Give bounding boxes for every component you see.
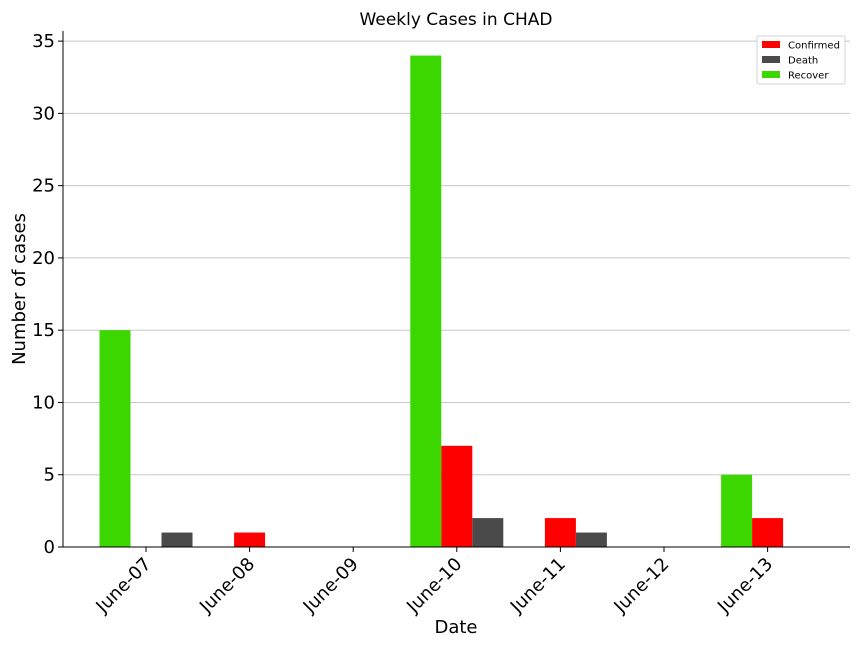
bar-confirmed-june-13 [752,518,784,547]
x-tick-label: June-13 [713,554,777,618]
bar-death-june-11 [575,532,607,547]
bar-recover-june-07 [99,330,131,547]
y-tick-label: 20 [32,248,55,269]
bar-recover-june-10 [410,55,442,547]
bar-confirmed-june-08 [234,532,266,547]
bar-death-june-10 [472,518,504,547]
x-tick-label: June-10 [402,554,466,618]
legend-swatch-death [762,56,780,63]
y-tick-label: 35 [32,31,55,52]
bars-group [99,55,784,547]
legend-swatch-confirmed [762,41,780,48]
legend-label-recover: Recover [788,71,829,82]
x-tick-label: June-08 [195,554,259,618]
legend-label-confirmed: Confirmed [788,41,840,52]
gridlines [63,40,850,476]
legend-label-death: Death [788,56,818,67]
y-ticks: 0 5 10 15 20 25 30 35 [32,31,63,558]
y-tick-label: 10 [32,392,55,413]
bar-death-june-07 [161,532,193,547]
legend: Confirmed Death Recover [756,35,846,85]
bar-recover-june-13 [721,474,753,547]
x-axis-label: Date [434,617,477,638]
x-ticks: June-07 June-08 June-09 June-10 June-11 June-… [91,547,777,618]
y-tick-label: 5 [44,465,55,486]
x-tick-label: June-07 [91,554,155,618]
y-tick-label: 25 [32,176,55,197]
legend-swatch-recover [762,71,780,78]
y-tick-label: 30 [32,103,55,124]
y-tick-label: 0 [44,537,55,558]
bar-confirmed-june-11 [544,518,576,547]
x-tick-label: June-12 [609,554,673,618]
y-tick-label: 15 [32,320,55,341]
bar-confirmed-june-10 [441,445,473,547]
x-tick-label: June-09 [299,554,363,618]
y-axis-label: Number of cases [9,213,30,365]
x-tick-label: June-11 [506,554,570,618]
chart-title: Weekly Cases in CHAD [360,10,553,30]
